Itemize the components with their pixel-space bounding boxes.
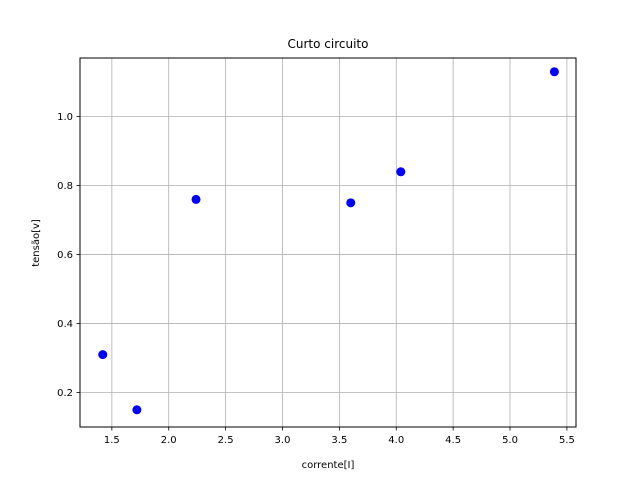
x-tick-label: 5.5 [559, 435, 575, 446]
x-axis-label: corrente[I] [302, 460, 355, 471]
y-axis-label: tensão[v] [31, 219, 42, 267]
x-tick-label: 2.0 [161, 435, 177, 446]
y-tick-label: 0.2 [57, 388, 73, 399]
ticks: 1.5 2.0 2.5 3.0 3.5 4.0 4.5 5.0 5.5 0.2 0.4 0.6 0.8 1… [57, 112, 575, 446]
y-tick-label: 0.6 [57, 250, 73, 261]
data-point [191, 194, 201, 204]
data-point [98, 350, 108, 360]
y-tick-label: 0.4 [57, 319, 73, 330]
x-tick-label: 3.5 [331, 435, 347, 446]
chart-title: Curto circuito [288, 37, 369, 51]
x-tick-label: 2.5 [218, 435, 234, 446]
grid [80, 58, 576, 427]
data-point [346, 198, 356, 208]
data-point [132, 405, 142, 415]
x-tick-label: 5.0 [502, 435, 518, 446]
y-tick-label: 1.0 [57, 112, 73, 123]
x-tick-label: 4.5 [445, 435, 461, 446]
x-tick-label: 4.0 [388, 435, 404, 446]
y-tick-label: 0.8 [57, 181, 73, 192]
data-point [396, 167, 406, 177]
axes-frame [79, 57, 577, 428]
x-tick-label: 1.5 [104, 435, 120, 446]
data-point [549, 67, 559, 77]
x-tick-label: 3.0 [275, 435, 291, 446]
data-points [98, 67, 559, 415]
